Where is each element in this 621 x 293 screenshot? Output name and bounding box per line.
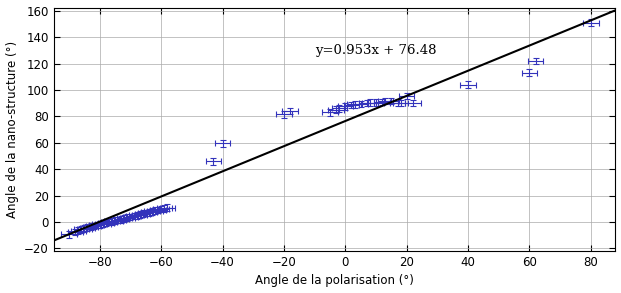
Text: y=0.953x + 76.48: y=0.953x + 76.48 xyxy=(315,44,437,57)
Y-axis label: Angle de la nano-structure (°): Angle de la nano-structure (°) xyxy=(6,41,19,218)
X-axis label: Angle de la polarisation (°): Angle de la polarisation (°) xyxy=(255,275,414,287)
